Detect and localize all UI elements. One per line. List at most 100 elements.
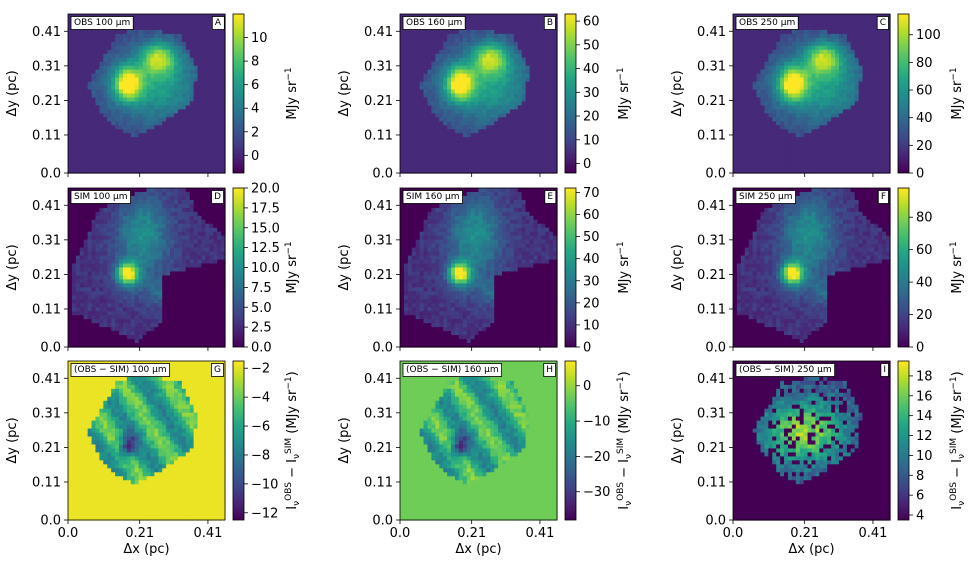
heatmap-cell xyxy=(776,105,781,110)
heatmap-cell xyxy=(407,169,413,174)
heatmap-cell xyxy=(545,141,550,146)
heatmap-cell xyxy=(209,161,214,166)
heatmap-cell xyxy=(490,85,495,91)
heatmap-cell xyxy=(177,145,183,150)
heatmap-cell xyxy=(498,57,503,63)
heatmap-cell xyxy=(221,49,226,55)
heatmap-cell xyxy=(181,53,187,59)
heatmap-cell xyxy=(419,57,425,63)
heatmap-cell xyxy=(850,25,856,31)
heatmap-cell xyxy=(201,137,206,142)
heatmap-cell xyxy=(173,25,179,31)
y-axis-label: Δy (pc) xyxy=(5,70,20,116)
heatmap-cells xyxy=(68,14,226,174)
heatmap-cell xyxy=(411,141,417,146)
heatmap-cell xyxy=(764,61,769,67)
heatmap-cell xyxy=(470,33,476,39)
heatmap-cell xyxy=(423,149,429,154)
heatmap-cell xyxy=(733,125,738,130)
heatmap-cell xyxy=(764,121,769,126)
heatmap-cell xyxy=(509,165,515,170)
heatmap-cell xyxy=(130,73,136,79)
heatmap-cell xyxy=(166,93,171,99)
heatmap-cell xyxy=(545,77,550,83)
heatmap-cell xyxy=(549,125,554,130)
heatmap-cell xyxy=(185,57,191,63)
heatmap-cell xyxy=(537,73,542,79)
heatmap-cell xyxy=(842,97,848,103)
heatmap-cell xyxy=(866,137,871,142)
heatmap-cell xyxy=(744,117,750,122)
heatmap-cell xyxy=(209,49,214,55)
heatmap-cell xyxy=(142,113,148,118)
heatmap-cell xyxy=(470,125,476,130)
heatmap-cell xyxy=(138,129,144,134)
heatmap-cell xyxy=(862,129,868,134)
heatmap-cell xyxy=(768,57,773,63)
heatmap-cell xyxy=(415,109,421,114)
heatmap-cell xyxy=(119,145,124,150)
heatmap-cell xyxy=(205,53,210,59)
heatmap-cell xyxy=(858,41,864,47)
heatmap-cell xyxy=(71,125,77,130)
heatmap-cell xyxy=(509,153,515,158)
heatmap-cell xyxy=(126,49,132,55)
heatmap-cell xyxy=(411,89,417,95)
colorbar-label: MJy sr−1 xyxy=(949,67,965,119)
heatmap-cell xyxy=(107,149,112,154)
heatmap-cell xyxy=(447,37,452,43)
heatmap-cell xyxy=(150,17,155,23)
heatmap-cell xyxy=(71,53,77,59)
heatmap-cell xyxy=(740,145,746,150)
heatmap-cell xyxy=(134,141,140,146)
heatmap-cell xyxy=(126,65,132,71)
heatmap-cell xyxy=(119,53,124,59)
heatmap-cell xyxy=(166,157,171,162)
heatmap-cell xyxy=(850,81,856,87)
heatmap-cell xyxy=(170,85,175,91)
heatmap-cell xyxy=(201,69,206,75)
heatmap-cell xyxy=(466,29,472,35)
heatmap-cell xyxy=(815,65,820,71)
heatmap-cell xyxy=(189,53,195,59)
heatmap-cell xyxy=(213,57,218,63)
heatmap-cell xyxy=(217,61,222,67)
heatmap-cell xyxy=(221,165,226,170)
heatmap-cell xyxy=(79,161,85,166)
heatmap-cell xyxy=(107,33,112,39)
heatmap-cell xyxy=(415,113,421,118)
heatmap-cell xyxy=(407,45,413,51)
heatmap-cell xyxy=(111,73,116,79)
heatmap-cell xyxy=(158,93,163,99)
heatmap-cell xyxy=(478,17,484,23)
heatmap-cell xyxy=(842,93,848,99)
heatmap-cell xyxy=(870,165,875,170)
heatmap-cell xyxy=(166,85,171,91)
heatmap-cell xyxy=(831,157,836,162)
heatmap-cell xyxy=(521,133,527,138)
heatmap-cell xyxy=(748,157,754,162)
heatmap-cell xyxy=(87,113,93,118)
heatmap-cell xyxy=(197,141,203,146)
heatmap-cell xyxy=(505,49,511,55)
heatmap-cell xyxy=(427,101,432,107)
heatmap-cell xyxy=(170,149,175,154)
heatmap-cell xyxy=(205,133,210,138)
heatmap-cell xyxy=(772,97,777,103)
heatmap-cell xyxy=(68,53,73,59)
heatmap-cell xyxy=(780,161,785,166)
heatmap-cell xyxy=(87,45,93,51)
heatmap-cell xyxy=(791,125,797,130)
heatmap-cell xyxy=(756,89,762,95)
heatmap-cell xyxy=(130,101,136,107)
heatmap-cell xyxy=(470,53,476,59)
heatmap-cell xyxy=(142,157,148,162)
heatmap-cell xyxy=(400,109,405,114)
heatmap-cell xyxy=(827,53,832,59)
heatmap-cell xyxy=(462,57,468,63)
heatmap-cell xyxy=(427,161,432,166)
heatmap-cell xyxy=(170,145,175,150)
heatmap-cell xyxy=(537,97,542,103)
heatmap-cell xyxy=(862,61,868,67)
heatmap-cell xyxy=(71,49,77,55)
